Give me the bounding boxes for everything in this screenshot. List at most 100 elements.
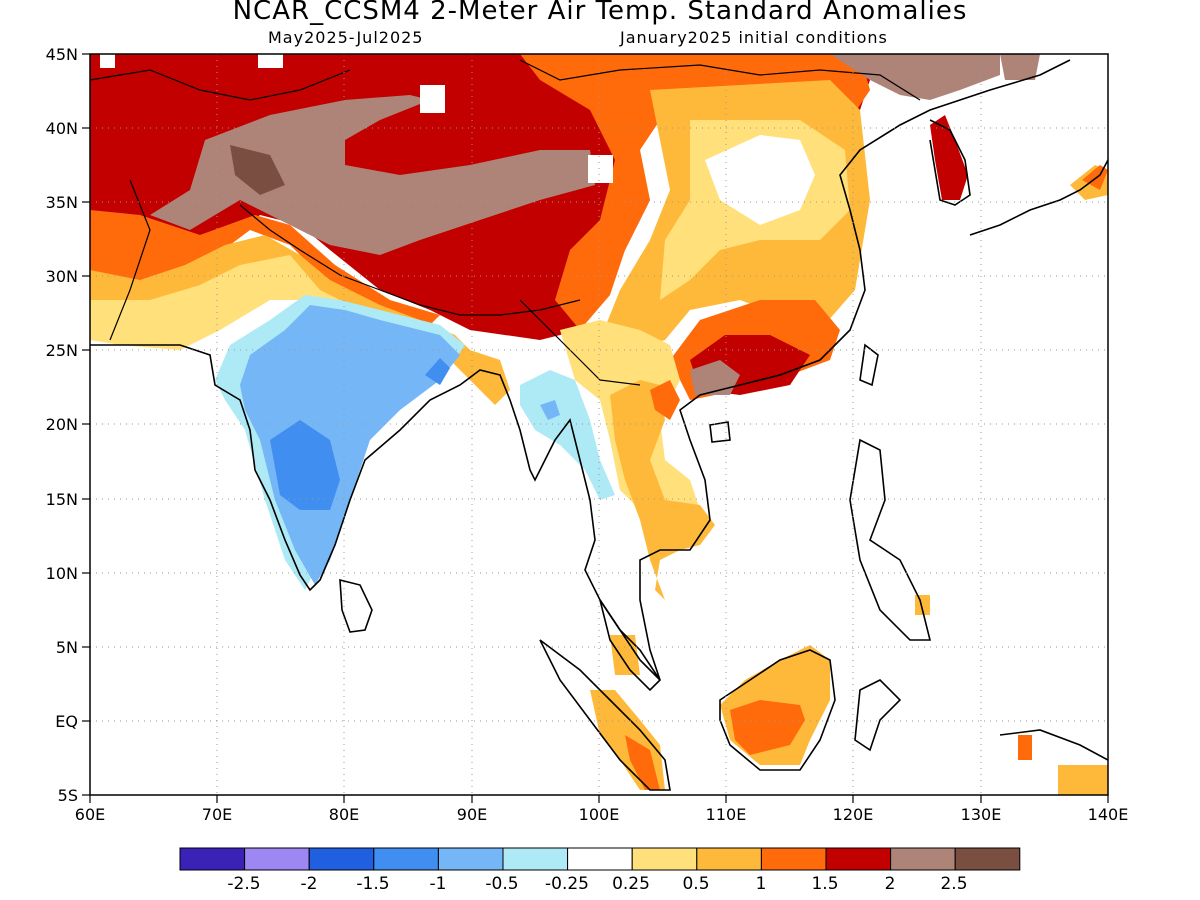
- lon-tick-labels: 60E 70E 80E 90E 100E 110E 120E 130E 140E: [75, 805, 1129, 824]
- lon-tick-label: 70E: [202, 805, 232, 824]
- anomaly-region-warm-1-malay: [610, 635, 640, 675]
- coastline-india: [90, 59, 1071, 681]
- forecast-period: May2025-Jul2025: [268, 28, 424, 47]
- missing-data-block: [258, 54, 283, 68]
- lat-tick-label: 35N: [46, 193, 78, 212]
- map-title: NCAR_CCSM4 2-Meter Air Temp. Standard An…: [232, 0, 968, 26]
- anomaly-region-warm-0.5-west-india: [90, 255, 440, 360]
- coastline-sumatra: [539, 639, 671, 791]
- colorbar-label: -1: [430, 874, 447, 894]
- colorbar-swatch: [696, 847, 762, 871]
- anomaly-region-warm-1-west-india: [90, 235, 510, 405]
- coastline-new-guinea: [999, 729, 1108, 761]
- colorbar-swatch: [308, 847, 375, 871]
- anomaly-region-warm-2.5-japan-north: [1000, 54, 1040, 80]
- colorbar-label: -0.5: [485, 874, 518, 894]
- colorbar-swatch: [760, 847, 827, 871]
- axis-ticks: [82, 53, 1109, 803]
- colorbar-label: 0.5: [682, 874, 709, 894]
- lon-tick-label: 100E: [579, 805, 620, 824]
- lat-tick-label: 5S: [58, 786, 78, 805]
- colorbar-swatch: [954, 847, 1021, 871]
- lat-tick-label: 5N: [56, 638, 78, 657]
- initial-conditions: January2025 initial conditions: [620, 28, 888, 47]
- missing-data-block: [420, 85, 445, 113]
- lat-tick-label: 10N: [46, 564, 78, 583]
- lon-tick-label: 140E: [1088, 805, 1129, 824]
- lat-tick-label: 30N: [46, 267, 78, 286]
- anomaly-region-cold-1-bangladesh: [425, 358, 450, 385]
- anomaly-region-warm-2.5-south-china: [690, 360, 740, 395]
- coastline-hainan: [709, 421, 731, 443]
- colorbar-label: 1: [756, 874, 767, 894]
- colorbar-swatch: [244, 847, 310, 871]
- anomaly-region-warm-1-indochina: [610, 380, 715, 600]
- lat-tick-labels: 5S EQ 5N 10N 15N 20N 25N 30N 35N 40N 45N: [46, 45, 78, 805]
- border-china-mongolia: [519, 59, 921, 101]
- lat-tick-label: 40N: [46, 119, 78, 138]
- anomaly-region-cold-0.25-myanmar: [520, 370, 615, 500]
- anomaly-region-warm-1.5-sumatra: [625, 735, 660, 790]
- lon-tick-label: 110E: [706, 805, 747, 824]
- colorbar-swatch: [179, 847, 246, 871]
- anomaly-region-warm-3-pakistan: [230, 145, 285, 195]
- colorbar-label: 1.5: [811, 874, 838, 894]
- lon-tick-label: 60E: [75, 805, 105, 824]
- coastline-borneo: [719, 649, 836, 771]
- anomaly-region-warm-1-new-guinea: [1058, 765, 1108, 795]
- anomaly-region-warm-2.5-tibet: [150, 95, 595, 255]
- missing-data-block: [588, 155, 613, 183]
- lon-tick-label: 120E: [833, 805, 874, 824]
- coastline-korea: [929, 119, 971, 206]
- anomaly-region-warm-1.5-himalaya: [90, 210, 440, 330]
- anomaly-fields: [90, 54, 1108, 795]
- colorbar-swatch: [631, 847, 698, 871]
- anomaly-region-warm-1-philippines: [915, 595, 930, 615]
- anomaly-region-warm-1.5-new-guinea: [1018, 735, 1032, 760]
- border-himalaya: [239, 204, 581, 316]
- coastline-japan: [969, 159, 1108, 236]
- colorbar-labels: -2.5 -2 -1.5 -1 -0.5 -0.25 0.25 0.5 1 1.…: [227, 874, 967, 894]
- coastlines: [90, 59, 1108, 791]
- lat-tick-label: EQ: [55, 712, 78, 731]
- missing-data-block: [100, 54, 115, 68]
- country-borders: [90, 59, 921, 386]
- colorbar-swatch: [373, 847, 439, 871]
- anomaly-region-cold-0.5-myanmar: [540, 400, 560, 420]
- colorbar-label: -1.5: [356, 874, 389, 894]
- coastline-sri-lanka: [339, 578, 373, 633]
- lat-tick-label: 15N: [46, 490, 78, 509]
- lon-tick-label: 130E: [961, 805, 1002, 824]
- anomaly-region-warm-1.5-borneo: [730, 700, 805, 755]
- colorbar-label: 0.25: [612, 874, 650, 894]
- colorbar-label: 2.5: [940, 874, 967, 894]
- colorbar-label: -2.5: [227, 874, 260, 894]
- colorbar-label: -2: [301, 874, 318, 894]
- lat-tick-label: 20N: [46, 415, 78, 434]
- colorbar-label: 2: [885, 874, 896, 894]
- border-iran-pakistan: [109, 179, 151, 341]
- anomaly-region-cold-1-india: [270, 420, 340, 510]
- lon-tick-label: 80E: [329, 805, 359, 824]
- coastline-philippines: [849, 438, 932, 641]
- colorbar-swatch: [437, 847, 504, 871]
- colorbar: [179, 847, 1021, 871]
- anomaly-region-cold-0.5-india: [240, 305, 460, 585]
- coastline-taiwan: [859, 343, 879, 387]
- lat-tick-label: 45N: [46, 45, 78, 64]
- anomaly-region-warm-1.5-north: [520, 54, 870, 330]
- colorbar-swatch: [825, 847, 892, 871]
- anomaly-region-warm-1.5-vietnam: [650, 380, 680, 420]
- colorbar-swatch: [502, 847, 569, 871]
- anomaly-region-warm-2.5-mongolia: [830, 54, 1000, 100]
- lat-tick-label: 25N: [46, 341, 78, 360]
- lon-tick-label: 90E: [457, 805, 487, 824]
- colorbar-swatch: [890, 847, 956, 871]
- anomaly-region-warm-2-korea: [930, 115, 968, 200]
- colorbar-swatch: [567, 847, 633, 871]
- border-myanmar-china: [519, 299, 641, 386]
- colorbar-label: -0.25: [545, 874, 589, 894]
- coastline-malay-peninsula: [599, 599, 662, 692]
- coastline-sulawesi: [854, 679, 902, 752]
